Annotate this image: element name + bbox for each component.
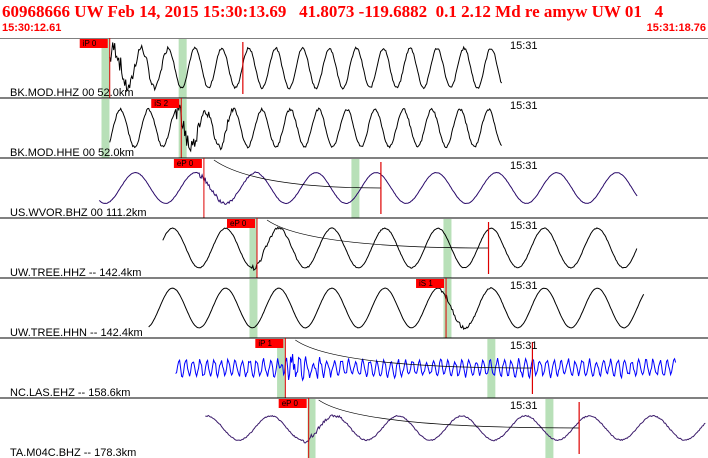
- phase-window: [178, 39, 187, 98]
- pick-label: eP 0: [282, 399, 299, 408]
- trace-panel[interactable]: iS 1 15:31 UW.TREE.HHN -- 142.4km: [0, 277, 708, 339]
- station-label: BK.MOD.HHE 00 52.0km: [10, 147, 134, 159]
- station-label: UW.TREE.HHZ -- 142.4km: [10, 267, 141, 279]
- pick-label: iP 0: [83, 39, 97, 48]
- waveform: [109, 99, 503, 153]
- pick-flag[interactable]: [151, 99, 180, 108]
- station-label: TA.M04C.BHZ -- 178.3km: [10, 447, 136, 458]
- event-header: 60968666 UW Feb 14, 2015 15:30:13.69 41.…: [0, 0, 708, 34]
- waveform: [98, 171, 638, 205]
- phase-window: [249, 219, 258, 278]
- seismogram-panels[interactable]: iP 0 15:31 BK.MOD.HHZ 00 52.0km iS 2 15:31 BK…: [0, 38, 708, 458]
- start-time: 15:30:12.61: [2, 22, 62, 34]
- waveform: [109, 42, 503, 93]
- trace-panel[interactable]: eP 0 15:31 TA.M04C.BHZ -- 178.3km: [0, 397, 708, 458]
- trace-panel[interactable]: eP 0 15:31 UW.TREE.HHZ -- 142.4km: [0, 217, 708, 279]
- station-label: US.WVOR.BHZ 00 111.2km: [10, 207, 147, 219]
- phase-window: [351, 159, 360, 218]
- end-time: 15:31:18.76: [646, 22, 706, 34]
- phase-window: [249, 279, 258, 338]
- station-label: UW.TREE.HHN -- 142.4km: [10, 327, 143, 339]
- event-title: 60968666 UW Feb 14, 2015 15:30:13.69 41.…: [2, 2, 664, 21]
- trace-panel[interactable]: iP 0 15:31 BK.MOD.HHZ 00 52.0km: [0, 38, 708, 99]
- pick-label: iS 2: [154, 99, 168, 108]
- time-label: 15:31: [510, 40, 538, 52]
- phase-window: [545, 399, 554, 458]
- phase-window: [443, 219, 452, 278]
- waveform: [162, 226, 638, 271]
- time-label: 15:31: [510, 100, 538, 112]
- amplitude-curve: [266, 219, 489, 249]
- phase-window: [307, 399, 316, 458]
- pick-label: iS 1: [419, 279, 433, 288]
- amplitude-curve: [213, 159, 381, 189]
- time-label: 15:31: [510, 340, 538, 352]
- pick-label: eP 0: [230, 219, 247, 228]
- waveform: [205, 414, 706, 444]
- trace-panel[interactable]: iS 2 15:31 BK.MOD.HHE 00 52.0km: [0, 97, 708, 159]
- pick-flag[interactable]: [79, 39, 108, 48]
- phase-window: [277, 339, 286, 398]
- phase-window: [487, 339, 496, 398]
- pick-flag[interactable]: [227, 219, 256, 228]
- waveform: [148, 287, 645, 331]
- pick-flag[interactable]: [173, 159, 202, 168]
- phase-window: [101, 99, 110, 158]
- pick-flag[interactable]: [255, 339, 284, 348]
- trace-panel[interactable]: iP 1 15:31 NC.LAS.EHZ -- 158.6km: [0, 337, 708, 399]
- trace-panel[interactable]: eP 0 15:31 US.WVOR.BHZ 00 111.2km: [0, 157, 708, 219]
- station-label: NC.LAS.EHZ -- 158.6km: [10, 387, 130, 399]
- pick-flag[interactable]: [278, 399, 307, 408]
- time-label: 15:31: [510, 280, 538, 292]
- amplitude-curve: [318, 399, 580, 429]
- pick-flag[interactable]: [416, 279, 445, 288]
- time-label: 15:31: [510, 400, 538, 412]
- amplitude-curve: [295, 339, 533, 369]
- pick-label: eP 0: [177, 159, 194, 168]
- time-label: 15:31: [510, 220, 538, 232]
- waveform: [175, 353, 677, 382]
- pick-label: iP 1: [258, 339, 272, 348]
- phase-window: [443, 279, 452, 338]
- phase-window: [101, 39, 110, 98]
- station-label: BK.MOD.HHZ 00 52.0km: [10, 87, 133, 99]
- time-label: 15:31: [510, 160, 538, 172]
